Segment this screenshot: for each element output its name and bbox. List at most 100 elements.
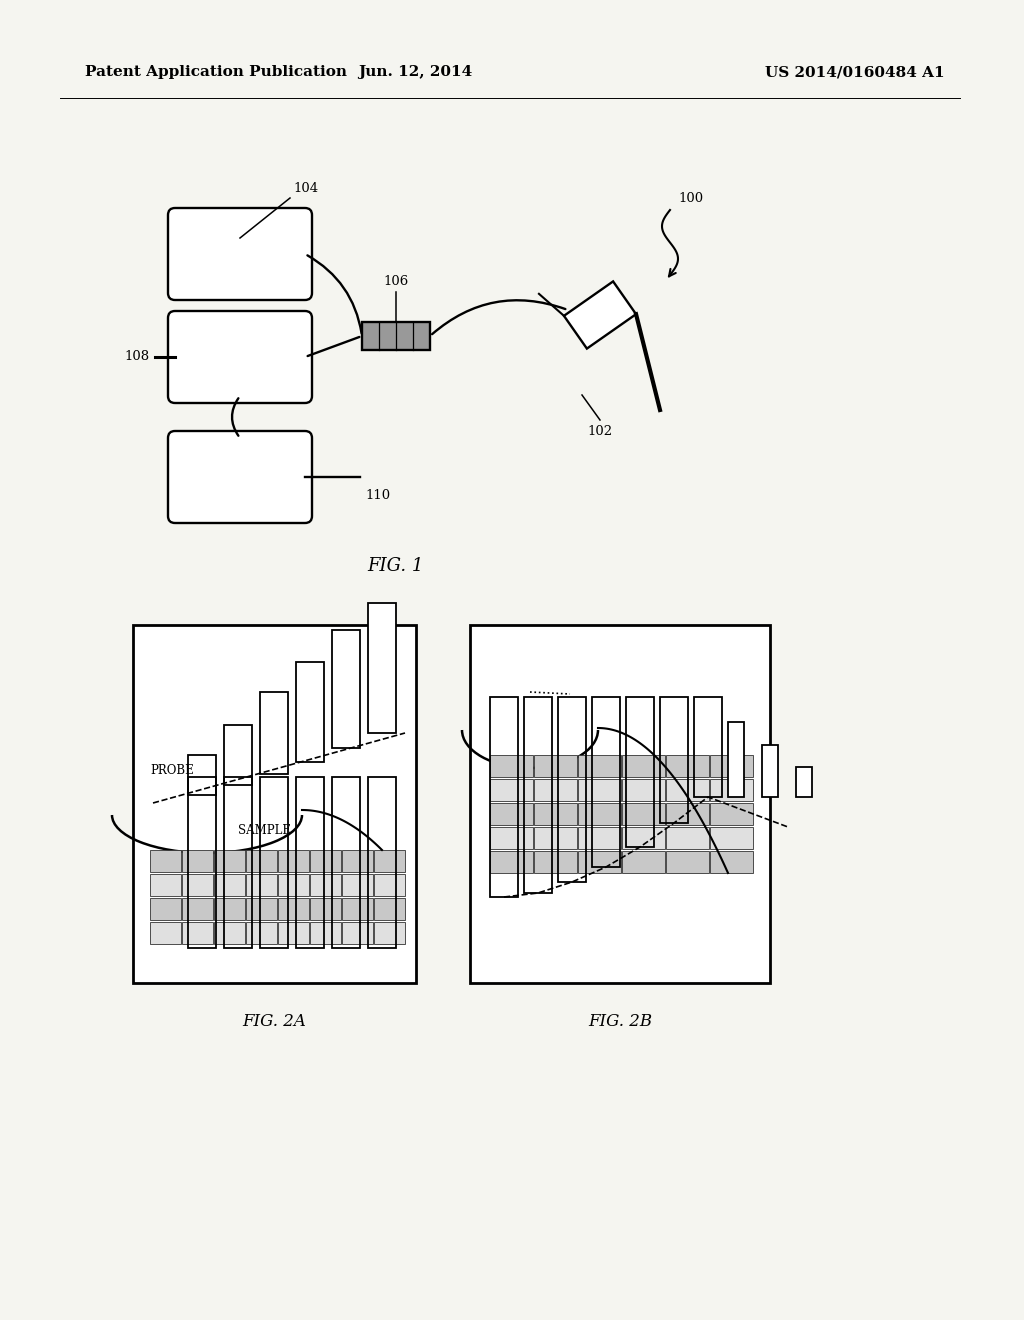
Text: Jun. 12, 2014: Jun. 12, 2014 (357, 65, 472, 79)
Bar (188, 777, 216, 948)
Bar (710, 755, 753, 777)
Polygon shape (564, 281, 636, 348)
Text: US 2014/0160484 A1: US 2014/0160484 A1 (765, 65, 945, 79)
Bar (310, 921, 341, 944)
Text: FIG. 2B: FIG. 2B (588, 1012, 652, 1030)
Bar (342, 874, 373, 896)
Bar (578, 851, 621, 873)
Bar (342, 898, 373, 920)
Bar (470, 624, 770, 983)
Bar (182, 874, 213, 896)
Bar (796, 767, 812, 797)
Bar (622, 779, 665, 801)
Bar (666, 779, 709, 801)
Bar (592, 697, 620, 867)
Bar (214, 921, 245, 944)
Bar (666, 828, 709, 849)
Bar (710, 828, 753, 849)
Text: 100: 100 (678, 191, 703, 205)
Bar (534, 779, 577, 801)
Bar (710, 779, 753, 801)
Bar (490, 828, 534, 849)
Bar (278, 898, 309, 920)
Bar (578, 779, 621, 801)
Bar (710, 851, 753, 873)
Bar (368, 777, 396, 948)
Bar (660, 697, 688, 822)
Bar (260, 777, 288, 948)
Bar (728, 722, 744, 797)
Bar (310, 898, 341, 920)
Bar (374, 921, 406, 944)
Bar (188, 755, 216, 795)
Bar (246, 874, 278, 896)
Bar (342, 921, 373, 944)
Text: SAMPLE: SAMPLE (238, 824, 291, 837)
Text: 108: 108 (125, 351, 150, 363)
Bar (214, 898, 245, 920)
Bar (490, 803, 534, 825)
Bar (310, 850, 341, 873)
Text: 106: 106 (383, 275, 409, 288)
Bar (490, 697, 518, 898)
Bar (296, 777, 324, 948)
Bar (694, 697, 722, 797)
Bar (622, 755, 665, 777)
Bar (578, 755, 621, 777)
Bar (578, 803, 621, 825)
Bar (332, 630, 360, 748)
Bar (224, 725, 252, 785)
FancyBboxPatch shape (168, 432, 312, 523)
Bar (490, 779, 534, 801)
Bar (626, 697, 654, 847)
Bar (150, 874, 181, 896)
Bar (622, 828, 665, 849)
FancyBboxPatch shape (168, 312, 312, 403)
Bar (150, 850, 181, 873)
Bar (362, 322, 430, 350)
Bar (246, 921, 278, 944)
Bar (182, 850, 213, 873)
Text: Patent Application Publication: Patent Application Publication (85, 65, 347, 79)
Bar (332, 777, 360, 948)
Bar (524, 697, 552, 894)
Bar (374, 898, 406, 920)
Bar (374, 874, 406, 896)
Bar (133, 624, 416, 983)
Bar (182, 898, 213, 920)
Bar (666, 755, 709, 777)
Bar (246, 898, 278, 920)
Bar (666, 851, 709, 873)
Bar (762, 744, 778, 797)
Bar (150, 898, 181, 920)
Bar (150, 921, 181, 944)
Text: 104: 104 (293, 182, 318, 195)
Text: 102: 102 (588, 425, 612, 438)
Bar (224, 777, 252, 948)
Bar (558, 697, 586, 882)
Bar (710, 803, 753, 825)
Bar (534, 828, 577, 849)
Bar (622, 851, 665, 873)
Bar (260, 692, 288, 774)
Bar (310, 874, 341, 896)
Bar (214, 874, 245, 896)
Bar (578, 828, 621, 849)
Bar (342, 850, 373, 873)
FancyBboxPatch shape (168, 209, 312, 300)
Bar (534, 851, 577, 873)
Text: 110: 110 (365, 488, 390, 502)
Bar (182, 921, 213, 944)
Text: FIG. 1: FIG. 1 (367, 557, 423, 576)
Bar (490, 851, 534, 873)
Bar (534, 803, 577, 825)
Bar (278, 921, 309, 944)
Bar (296, 663, 324, 762)
Bar (278, 850, 309, 873)
Bar (666, 803, 709, 825)
Bar (246, 850, 278, 873)
Bar (490, 755, 534, 777)
Bar (214, 850, 245, 873)
Bar (622, 803, 665, 825)
Text: FIG. 2A: FIG. 2A (242, 1012, 306, 1030)
